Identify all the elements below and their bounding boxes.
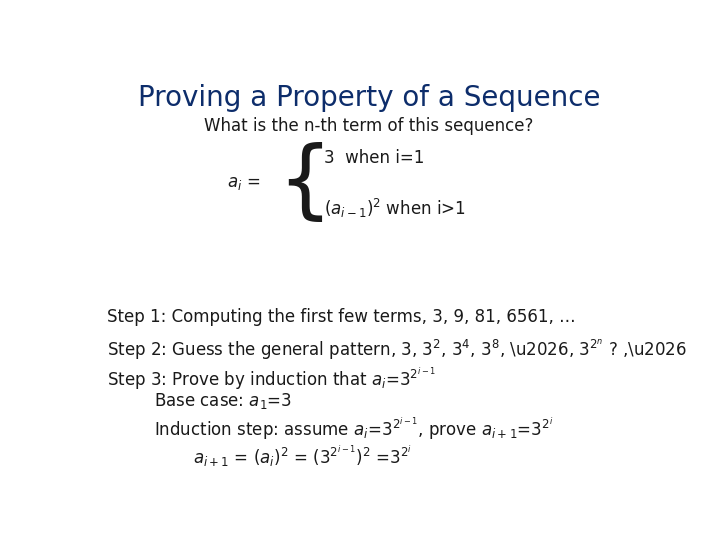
Text: What is the n-th term of this sequence?: What is the n-th term of this sequence? xyxy=(204,117,534,135)
Text: $a_{i+1}$ = $(a_i)^2$ = $(3^{2^{i-1}})^2$ =$3^{2^i}$: $a_{i+1}$ = $(a_i)^2$ = $(3^{2^{i-1}})^2… xyxy=(193,444,412,470)
Text: Induction step: assume $a_i$=$3^{2^{i-1}}$, prove $a_{i+1}$=$3^{2^i}$: Induction step: assume $a_i$=$3^{2^{i-1}… xyxy=(154,416,554,443)
Text: {: { xyxy=(277,142,332,225)
Text: Base case: $a_1$=3: Base case: $a_1$=3 xyxy=(154,391,292,411)
Text: Proving a Property of a Sequence: Proving a Property of a Sequence xyxy=(138,84,600,112)
Text: Step 2: Guess the general pattern, 3, $3^2$, $3^4$, $3^8$, \u2026, $3^{2^n}$ ? ,: Step 2: Guess the general pattern, 3, $3… xyxy=(107,337,687,362)
Text: $a_i$ =: $a_i$ = xyxy=(227,174,260,192)
Text: $(a_{i-1})^2$ when i>1: $(a_{i-1})^2$ when i>1 xyxy=(324,197,466,220)
Text: Step 1: Computing the first few terms, 3, 9, 81, 6561, …: Step 1: Computing the first few terms, 3… xyxy=(107,308,575,326)
Text: Step 3: Prove by induction that $a_i$=$3^{2^{i-1}}$: Step 3: Prove by induction that $a_i$=$3… xyxy=(107,366,436,393)
Text: 3  when i=1: 3 when i=1 xyxy=(324,150,425,167)
